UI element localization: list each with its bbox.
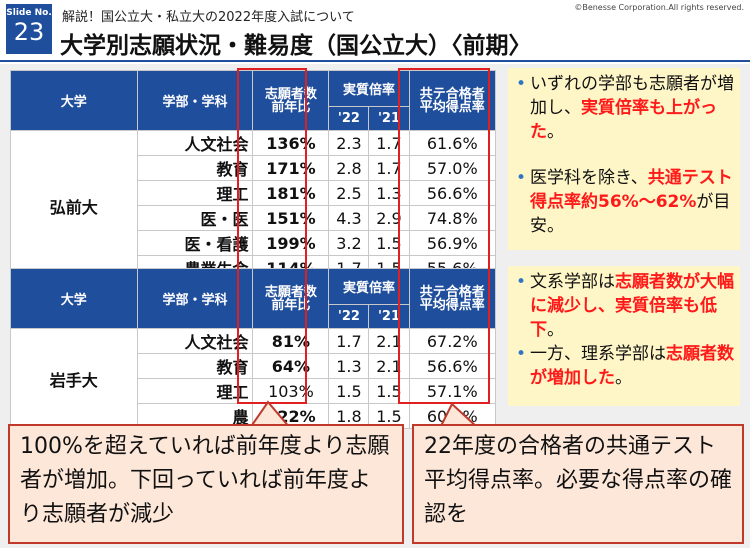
bullet-icon: •	[515, 344, 527, 364]
dept-cell: 理工	[136, 378, 254, 404]
ratio-cell: 81%	[252, 328, 330, 354]
table-row: 理工 103% 1.5 1.5 57.1%	[11, 378, 497, 404]
note-item: • 医学科を除き、共通テスト得点率約56%～62%が目安。	[512, 166, 734, 238]
header-univ: 大学	[10, 268, 138, 329]
ratio-cell: 136%	[252, 130, 330, 156]
dept-cell: 医・医	[136, 205, 254, 231]
header-dept: 学部・学科	[136, 268, 254, 329]
header-score: 共テ合格者 平均得点率	[408, 268, 497, 329]
page-title: 大学別志願状況・難易度（国公立大）〈前期〉	[60, 33, 532, 59]
dept-cell: 医・看護	[136, 230, 254, 256]
univ-name-iwate: 岩手大	[10, 328, 138, 429]
r22-cell: 2.5	[328, 180, 370, 206]
page-subtitle: 解説！国公立大・私立大の2022年度入試について	[62, 10, 355, 25]
note-iwate: • 文系学部は志願者数が大幅に減少し、実質倍率も低下。 • 一方、理系学部は志願…	[508, 266, 740, 406]
header-ratio: 志願者数 前年比	[252, 70, 330, 131]
univ-name-hirosaki: 弘前大	[10, 130, 138, 281]
slide-label: Slide No.	[6, 8, 52, 18]
r21-cell: 2.1	[368, 328, 410, 354]
header-score: 共テ合格者 平均得点率	[408, 70, 497, 131]
copyright: ©Benesse Corporation.All rights reserved…	[574, 3, 744, 12]
hirosaki-table: 大学 学部・学科 志願者数 前年比 実質倍率 共テ合格者 平均得点率 '22 '21…	[10, 70, 497, 281]
header-jisshitsu: 実質倍率	[328, 268, 410, 305]
table-row: 岩手大 人文社会 81% 1.7 2.1 67.2%	[10, 328, 497, 429]
callout-score-explanation: 22年度の合格者の共通テスト平均得点率。必要な得点率の確認を	[412, 424, 744, 544]
bullet-icon: •	[515, 272, 527, 292]
r22-cell: 1.7	[328, 328, 370, 354]
header-y21: '21	[368, 304, 410, 329]
r22-cell: 1.3	[328, 353, 370, 379]
header-ratio: 志願者数 前年比	[252, 268, 330, 329]
table-row: 教育 64% 1.3 2.1 56.6%	[11, 353, 497, 379]
r21-cell: 1.3	[368, 180, 410, 206]
header-y21: '21	[368, 106, 410, 131]
table-row: 教育 171% 2.8 1.7 57.0%	[11, 155, 497, 181]
table-row: 理工 181% 2.5 1.3 56.6%	[11, 180, 497, 206]
dept-cell: 理工	[136, 180, 254, 206]
table-row: 弘前大 人文社会 136% 2.3 1.7 61.6%	[10, 130, 497, 281]
score-cell: 56.9%	[408, 230, 497, 256]
r22-cell: 4.3	[328, 205, 370, 231]
note-item: • 文系学部は志願者数が大幅に減少し、実質倍率も低下。	[512, 270, 734, 342]
score-cell: 57.0%	[408, 155, 497, 181]
dept-cell: 人文社会	[136, 130, 254, 156]
header-y22: '22	[328, 106, 370, 131]
r22-cell: 3.2	[328, 230, 370, 256]
r22-cell: 1.5	[328, 378, 370, 404]
header-y22: '22	[328, 304, 370, 329]
bullet-icon: •	[515, 74, 527, 94]
score-cell: 67.2%	[408, 328, 497, 354]
header-divider	[0, 60, 750, 62]
score-column-highlight	[398, 68, 490, 404]
r21-cell: 1.5	[368, 378, 410, 404]
slide-number-badge: Slide No. 23	[6, 4, 52, 54]
r21-cell: 2.1	[368, 353, 410, 379]
bullet-icon: •	[515, 168, 527, 188]
score-cell: 57.1%	[408, 378, 497, 404]
header-jisshitsu: 実質倍率	[328, 70, 410, 107]
score-cell: 61.6%	[408, 130, 497, 156]
note-item: • 一方、理系学部は志願者数が増加した。	[512, 342, 734, 390]
ratio-cell: 181%	[252, 180, 330, 206]
score-cell: 56.6%	[408, 180, 497, 206]
note-hirosaki: • いずれの学部も志願者が増加し、実質倍率も上がった。 • 医学科を除き、共通テ…	[508, 68, 740, 250]
callout-ratio-explanation: 100%を超えていれば前年度より志願者が増加。下回っていれば前年度より志願者が減…	[8, 424, 404, 544]
note-item: • いずれの学部も志願者が増加し、実質倍率も上がった。	[512, 72, 734, 144]
ratio-column-highlight	[237, 68, 307, 404]
dept-cell: 教育	[136, 155, 254, 181]
header-univ: 大学	[10, 70, 138, 131]
slide-number: 23	[13, 18, 45, 46]
